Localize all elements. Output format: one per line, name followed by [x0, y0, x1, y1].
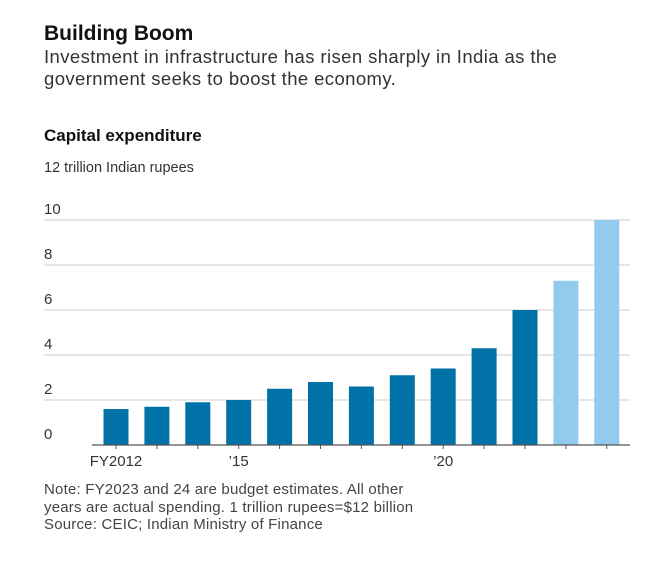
- bar-fy2023: [553, 280, 579, 445]
- note-line: years are actual spending. 1 trillion ru…: [44, 498, 414, 516]
- bar-fy2017: [308, 382, 333, 445]
- bar-fy2018: [348, 386, 374, 445]
- gridlines: [44, 219, 630, 401]
- bar-chart: 0 2 4 6 8 10 FY2012 ’15 ’20: [44, 201, 630, 470]
- bars: [103, 220, 620, 445]
- bar-fy2019: [389, 375, 415, 445]
- y-tick-label: 10: [44, 201, 61, 218]
- bar-fy2013: [144, 406, 170, 445]
- x-tick-label: ’20: [433, 453, 453, 470]
- bar-fy2014: [185, 402, 211, 445]
- x-tick-labels: FY2012 ’15 ’20: [90, 453, 453, 470]
- bar-fy2021: [471, 348, 497, 445]
- chart-title: Capital expenditure: [44, 126, 202, 145]
- y-tick-label: 0: [44, 426, 52, 443]
- page-title: Building Boom: [44, 22, 194, 45]
- x-tick-label: ’15: [229, 453, 249, 470]
- bar-fy2024: [594, 220, 620, 445]
- y-tick-labels: 0 2 4 6 8 10: [44, 201, 61, 443]
- bar-fy2022: [512, 310, 538, 445]
- bar-fy2015: [226, 400, 252, 445]
- bar-fy2016: [267, 388, 293, 445]
- x-tick-label: FY2012: [90, 453, 143, 470]
- bar-fy2012: [103, 409, 129, 445]
- note-line: Note: FY2023 and 24 are budget estimates…: [44, 481, 404, 498]
- y-tick-label: 8: [44, 246, 52, 263]
- bar-fy2020: [430, 368, 456, 445]
- subtitle: Investment in infrastructure has risen s…: [44, 46, 558, 89]
- y-tick-label: 2: [44, 381, 52, 398]
- y-axis-unit-label: 12 trillion Indian rupees: [44, 160, 194, 176]
- y-tick-label: 6: [44, 291, 52, 308]
- source-line: Source: CEIC; Indian Ministry of Finance: [44, 516, 323, 533]
- x-axis: [92, 444, 630, 449]
- y-tick-label: 4: [44, 336, 52, 353]
- chart-note: Note: FY2023 and 24 are budget estimates…: [44, 481, 654, 534]
